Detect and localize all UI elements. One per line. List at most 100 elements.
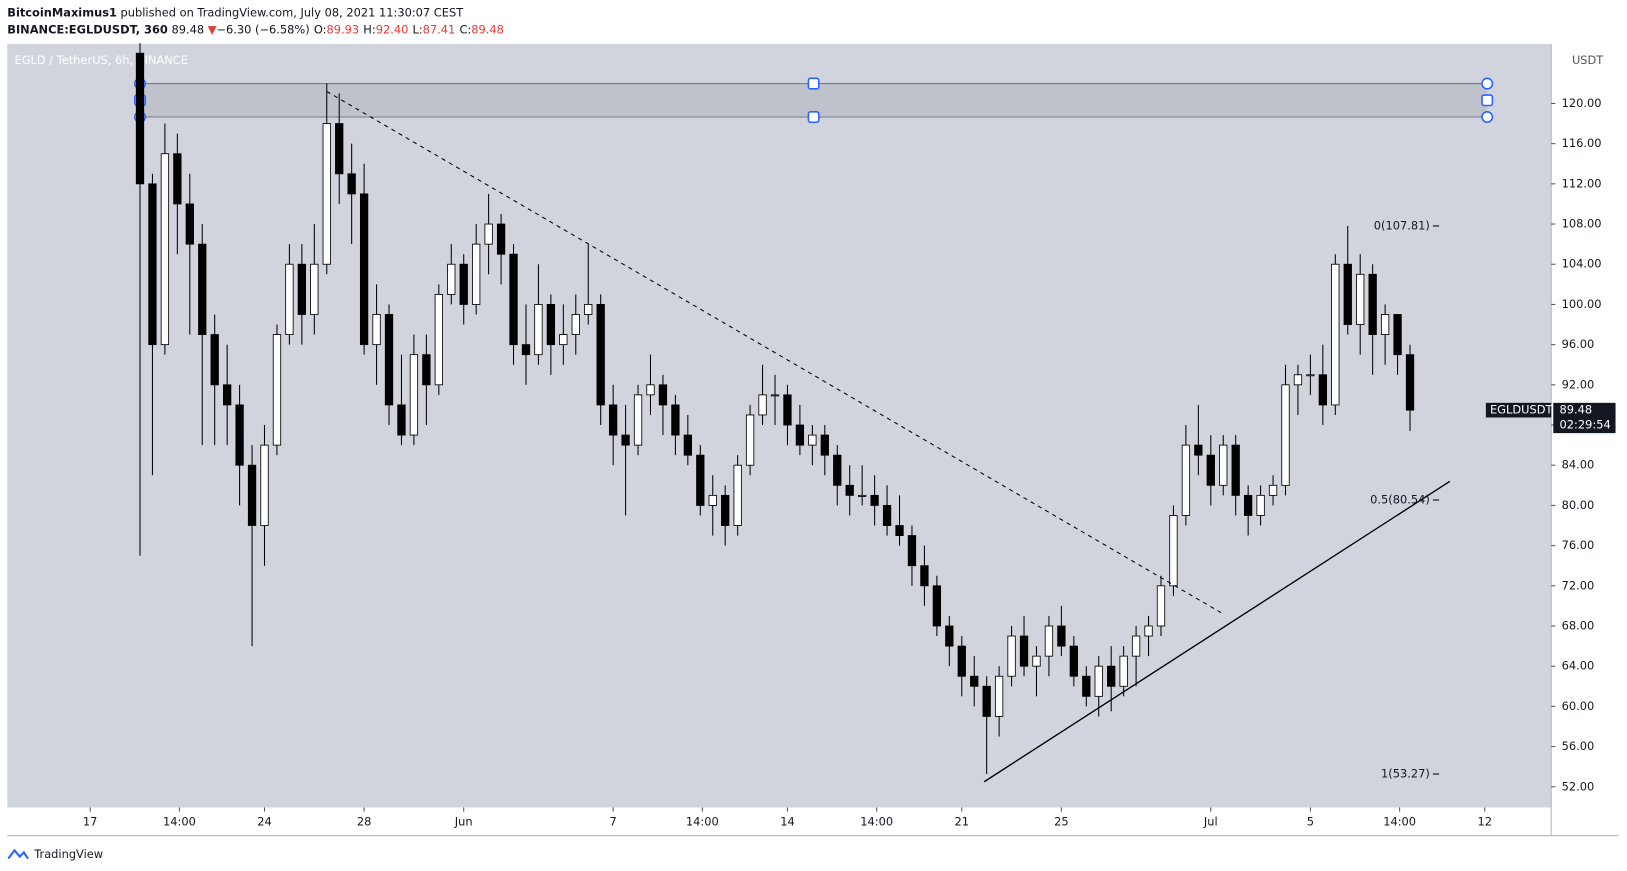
x-tick-label: 17 bbox=[83, 815, 98, 829]
candle-body bbox=[235, 404, 244, 466]
candle-body bbox=[1156, 585, 1166, 627]
candle-body bbox=[160, 153, 170, 346]
candle-body bbox=[521, 344, 531, 356]
footer: TradingView bbox=[33, 847, 103, 861]
candle-body bbox=[397, 404, 406, 436]
fib-label: 0(107.81) bbox=[1374, 218, 1430, 232]
symbol: BINANCE:EGLDUSDT, 360 bbox=[7, 22, 168, 36]
ohlc-value: 92.40 bbox=[376, 22, 409, 36]
candle-body bbox=[1380, 314, 1390, 336]
publish-line: BitcoinMaximus1 published on TradingView… bbox=[7, 5, 464, 19]
candle-body bbox=[870, 494, 879, 506]
chart-root: BitcoinMaximus1 published on TradingView… bbox=[7, 5, 1619, 861]
candle-body bbox=[708, 494, 717, 506]
candle-body bbox=[135, 52, 145, 185]
candle-body bbox=[1119, 655, 1128, 687]
x-tick-label: Jun bbox=[454, 815, 473, 829]
candle-body bbox=[1169, 515, 1178, 587]
zone-handle bbox=[807, 111, 820, 124]
candle-body bbox=[1219, 444, 1228, 486]
candle-body bbox=[1256, 494, 1265, 516]
candle-body bbox=[795, 424, 805, 446]
candle-body bbox=[957, 645, 966, 677]
candle-body bbox=[1393, 314, 1402, 356]
candle-body bbox=[534, 304, 543, 356]
y-tick-label: 104.00 bbox=[1562, 257, 1602, 271]
candle-body bbox=[559, 334, 568, 346]
candle-body bbox=[758, 394, 767, 416]
candle-body bbox=[820, 434, 829, 456]
y-tick-label: 72.00 bbox=[1562, 578, 1595, 592]
candle-body bbox=[1343, 263, 1352, 325]
candle-body bbox=[1144, 625, 1153, 637]
candle-body bbox=[994, 675, 1004, 717]
candle-body bbox=[646, 384, 655, 396]
candle-body bbox=[895, 525, 904, 536]
trendline bbox=[326, 90, 1224, 615]
y-tick-label: 96.00 bbox=[1562, 337, 1595, 351]
candle-body bbox=[496, 223, 506, 255]
y-tick-label: 52.00 bbox=[1562, 779, 1595, 793]
x-tick-label: 12 bbox=[1477, 815, 1492, 829]
candle-body bbox=[882, 504, 892, 526]
candle-body bbox=[970, 675, 979, 687]
candle-body bbox=[783, 394, 792, 426]
x-tick-label: 28 bbox=[357, 815, 372, 829]
candle-body bbox=[1044, 625, 1054, 657]
x-tick-label: 25 bbox=[1054, 815, 1069, 829]
candle-body bbox=[907, 535, 917, 567]
candle-body bbox=[1069, 645, 1078, 677]
candle-body bbox=[770, 394, 780, 397]
candle-body bbox=[721, 494, 730, 526]
candle-body bbox=[745, 414, 755, 466]
candle-body bbox=[297, 263, 307, 315]
candle-body bbox=[671, 404, 680, 436]
x-tick-label: 7 bbox=[610, 815, 617, 829]
candle-body bbox=[285, 263, 294, 336]
candle-body bbox=[1007, 635, 1016, 677]
candle-body bbox=[185, 203, 194, 245]
ohlc-value: 89.48 bbox=[471, 22, 504, 36]
fib-label: 1(53.27) bbox=[1381, 766, 1430, 780]
candle-body bbox=[1107, 665, 1116, 687]
last: 89.48 bbox=[171, 22, 204, 36]
candle-body bbox=[484, 223, 493, 245]
candle-body bbox=[932, 585, 942, 627]
candle-body bbox=[571, 314, 580, 336]
candle-body bbox=[310, 263, 319, 315]
candle-body bbox=[322, 123, 331, 265]
candle-body bbox=[1293, 374, 1303, 386]
y-tick-label: 64.00 bbox=[1562, 659, 1595, 673]
candle-body bbox=[1181, 444, 1191, 516]
candle-body bbox=[920, 565, 929, 587]
candle-body bbox=[1057, 625, 1066, 647]
y-tick-label: 112.00 bbox=[1562, 176, 1602, 190]
ohlc-value: 89.93 bbox=[326, 22, 359, 36]
change-arrow: ▼ bbox=[208, 22, 217, 36]
candle-body bbox=[384, 314, 394, 406]
candle-body bbox=[372, 314, 381, 346]
ohlc-key: H: bbox=[363, 22, 375, 36]
y-tick-label: 56.00 bbox=[1562, 739, 1595, 753]
x-tick-label: 21 bbox=[955, 815, 970, 829]
y-tick-label: 108.00 bbox=[1562, 217, 1602, 231]
published: published on TradingView.com, July 08, 2… bbox=[121, 5, 465, 19]
candle-body bbox=[833, 454, 842, 486]
candle-body bbox=[982, 685, 991, 717]
zone-handle bbox=[1481, 111, 1494, 124]
candle-body bbox=[459, 263, 468, 305]
candle-body bbox=[1405, 354, 1415, 411]
last-price-label: 89.48 bbox=[1560, 403, 1593, 417]
candle-body bbox=[696, 454, 705, 506]
candle-body bbox=[1032, 655, 1041, 667]
candle-body bbox=[247, 464, 257, 526]
candle-body bbox=[347, 173, 356, 195]
candle-body bbox=[584, 304, 593, 315]
x-tick-label: 14 bbox=[780, 815, 795, 829]
change: −6.30 (−6.58%) bbox=[217, 22, 310, 36]
y-tick-label: 80.00 bbox=[1562, 498, 1595, 512]
legend: EGLD / TetherUS, 6h, BINANCE bbox=[15, 53, 188, 67]
ohlc-key: L: bbox=[412, 22, 422, 36]
x-tick-label: 14:00 bbox=[163, 815, 196, 829]
